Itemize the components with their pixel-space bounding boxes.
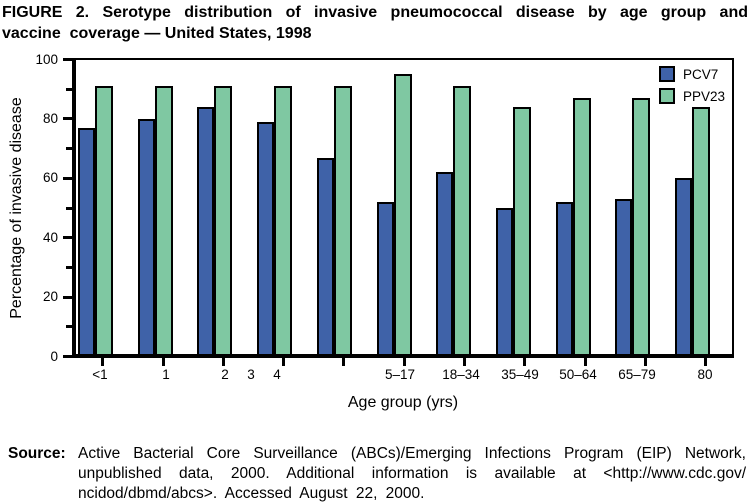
bar-pcv7-4 [316, 157, 334, 358]
x-tick-label: 35–49 [501, 367, 539, 382]
source-text-line: unpublished data, 2000. Additional infor… [78, 465, 746, 482]
x-axis-tick [342, 358, 346, 366]
x-axis-tick [704, 358, 708, 366]
x-tick-label: 50–64 [559, 367, 597, 382]
bar-ppv23-8 [572, 98, 591, 358]
y-axis-minor-tick [66, 87, 72, 91]
x-tick-label: 4 [273, 367, 281, 382]
legend-label-pcv7: PCV7 [683, 67, 719, 82]
bar-ppv23-2 [214, 86, 233, 358]
x-tick-label: 65–79 [618, 367, 656, 382]
y-axis-title: Percentage of invasive disease [8, 97, 25, 319]
x-axis-tick [161, 358, 165, 366]
legend-swatch-ppv23 [659, 88, 675, 104]
x-tick-label: 18–34 [442, 367, 480, 382]
x-axis-tick [101, 358, 105, 366]
x-axis-tick [523, 358, 527, 366]
x-tick-label: 3 [247, 367, 255, 382]
bar-ppv23-3 [274, 86, 293, 358]
bar-ppv23-4 [333, 86, 352, 358]
x-tick-label: <1 [92, 367, 108, 382]
y-tick-label: 20 [42, 289, 58, 305]
bar-pcv7-9 [615, 199, 633, 358]
y-axis-minor-tick [66, 325, 72, 329]
x-axis-tick [221, 358, 225, 366]
bar-ppv23-0 [95, 86, 113, 358]
x-tick-label: 80 [697, 367, 713, 382]
source-text: Active Bacterial Core Surveillance (ABCs… [78, 444, 746, 502]
source-label: Source: [8, 445, 66, 462]
y-axis-minor-tick [66, 147, 72, 151]
bar-ppv23-1 [154, 86, 173, 358]
bar-ppv23-9 [632, 98, 651, 358]
x-tick-label: 1 [162, 367, 170, 382]
bar-ppv23-6 [453, 86, 472, 358]
bar-ppv23-7 [512, 107, 531, 358]
y-axis-major-tick [63, 355, 72, 358]
x-axis-title: Age group (yrs) [347, 394, 459, 411]
legend-swatch-pcv7 [659, 66, 675, 82]
bar-pcv7-1 [137, 118, 155, 358]
x-tick-label: 5–17 [384, 367, 416, 382]
bar-ppv23-10 [692, 107, 710, 358]
y-axis-major-tick [63, 236, 72, 240]
y-axis-major-tick [63, 176, 72, 180]
x-tick-label: 2 [221, 367, 229, 382]
x-axis-tick [643, 358, 647, 366]
figure-title-line2: vaccine coverage — United States, 1998 [2, 25, 312, 42]
bar-pcv7-8 [555, 202, 573, 358]
source-text-line: ncidod/dbmd/abcs>. Accessed August 22, 2… [78, 485, 425, 502]
bar-pcv7-3 [257, 121, 275, 358]
y-tick-label: 100 [35, 51, 58, 67]
x-axis-tick [402, 358, 406, 366]
bar-ppv23-5 [393, 74, 412, 358]
bar-pcv7-10 [675, 178, 692, 358]
x-axis-tick [583, 358, 587, 366]
bar-pcv7-2 [197, 107, 215, 358]
y-tick-label: 60 [42, 170, 58, 186]
legend-label-ppv23: PPV23 [683, 89, 726, 104]
y-tick-label: 80 [42, 110, 58, 126]
x-axis-tick [282, 358, 286, 366]
y-axis-major-tick [63, 117, 72, 121]
y-tick-label: 40 [42, 229, 58, 245]
figure-title: FIGURE 2. Serotype distribution of invas… [2, 2, 748, 44]
bar-pcv7-7 [495, 208, 513, 358]
bar-pcv7-6 [436, 172, 454, 358]
y-axis-minor-tick [66, 206, 72, 210]
y-tick-label: 0 [50, 348, 58, 364]
y-axis-minor-tick [66, 265, 72, 269]
bar-pcv7-0 [78, 127, 95, 358]
source-text-line: Active Bacterial Core Surveillance (ABCs… [78, 445, 746, 462]
bar-pcv7-5 [376, 202, 394, 358]
figure-title-line1: FIGURE 2. Serotype distribution of invas… [2, 4, 748, 21]
y-axis-major-tick [63, 58, 72, 61]
x-axis-tick [463, 358, 467, 366]
y-axis-major-tick [63, 295, 72, 299]
